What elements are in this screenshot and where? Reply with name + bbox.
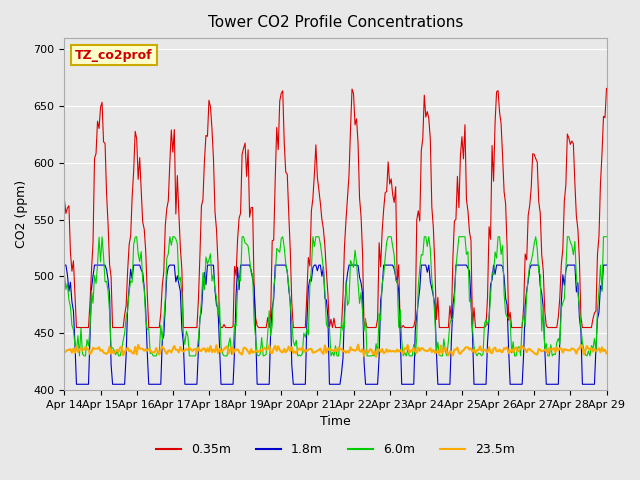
1.8m [72, 382, 80, 387]
Y-axis label: CO2 (ppm): CO2 (ppm) [15, 180, 28, 248]
0.35m [401, 324, 408, 330]
Line: 0.35m: 0.35m [65, 88, 607, 327]
1.8m [603, 262, 611, 268]
1.8m [77, 382, 85, 387]
Line: 23.5m: 23.5m [65, 345, 607, 357]
Title: Tower CO2 Profile Concentrations: Tower CO2 Profile Concentrations [208, 15, 463, 30]
6.0m [133, 234, 141, 240]
23.5m [371, 349, 378, 355]
1.8m [61, 262, 68, 268]
0.35m [603, 85, 611, 91]
0.35m [163, 206, 171, 212]
0.35m [538, 252, 545, 258]
1.8m [389, 262, 397, 268]
6.0m [390, 252, 398, 258]
6.0m [603, 234, 611, 240]
23.5m [603, 350, 611, 356]
23.5m [403, 346, 410, 352]
23.5m [76, 347, 83, 352]
23.5m [61, 350, 68, 356]
1.8m [163, 273, 171, 278]
1.8m [371, 382, 378, 387]
6.0m [540, 304, 547, 310]
Line: 1.8m: 1.8m [65, 265, 607, 384]
23.5m [390, 348, 398, 354]
23.5m [540, 348, 547, 354]
6.0m [372, 341, 380, 347]
0.35m [389, 192, 397, 197]
23.5m [354, 342, 362, 348]
X-axis label: Time: Time [320, 415, 351, 428]
0.35m [371, 324, 378, 330]
6.0m [77, 325, 85, 331]
23.5m [372, 354, 380, 360]
Text: TZ_co2prof: TZ_co2prof [76, 48, 153, 61]
6.0m [76, 353, 83, 359]
0.35m [61, 197, 68, 203]
23.5m [161, 348, 169, 354]
Line: 6.0m: 6.0m [65, 237, 607, 356]
0.35m [77, 324, 85, 330]
1.8m [538, 291, 545, 297]
1.8m [401, 382, 408, 387]
Legend: 0.35m, 1.8m, 6.0m, 23.5m: 0.35m, 1.8m, 6.0m, 23.5m [151, 438, 520, 461]
6.0m [403, 353, 410, 359]
0.35m [72, 324, 80, 330]
6.0m [164, 251, 172, 257]
6.0m [61, 271, 68, 277]
